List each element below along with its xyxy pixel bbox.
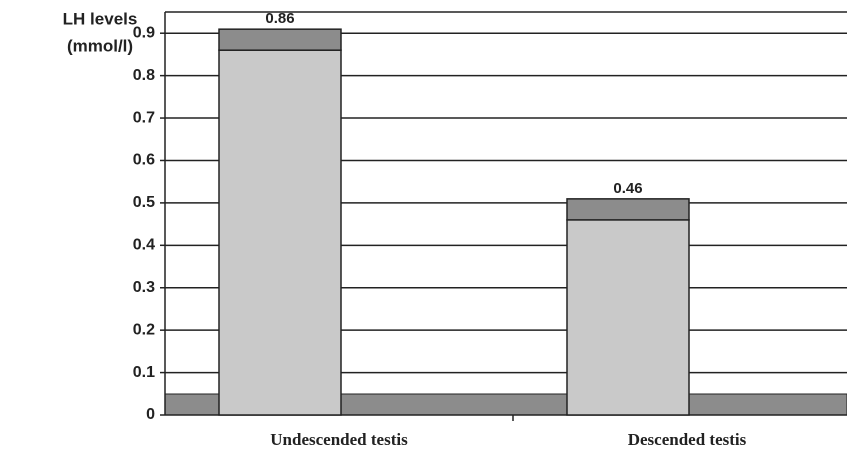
y-tick-label: 0.5 — [133, 194, 155, 211]
bar — [218, 49, 342, 416]
x-tick-label: Undescended testis — [270, 430, 408, 449]
y-tick-label: 0.9 — [133, 24, 155, 41]
x-tick-label: Descended testis — [628, 430, 747, 449]
y-tick-label: 0.3 — [133, 279, 155, 296]
bar — [566, 219, 690, 416]
bar-top — [566, 198, 690, 221]
value-label: 0.46 — [613, 180, 642, 197]
y-tick-label: 0.8 — [133, 67, 155, 84]
y-tick-label: 0.7 — [133, 109, 155, 126]
y-tick-label: 0.4 — [133, 237, 155, 254]
y-tick-label: 0 — [146, 406, 155, 423]
y-tick-label: 0.1 — [133, 364, 155, 381]
y-tick-label: 0.6 — [133, 152, 155, 169]
y-tick-label: 0.2 — [133, 321, 155, 338]
y-axis-label: LH levels — [63, 9, 138, 28]
value-label: 0.86 — [265, 10, 294, 27]
y-axis-label: (mmol/l) — [67, 36, 133, 55]
bar-top — [218, 28, 342, 51]
